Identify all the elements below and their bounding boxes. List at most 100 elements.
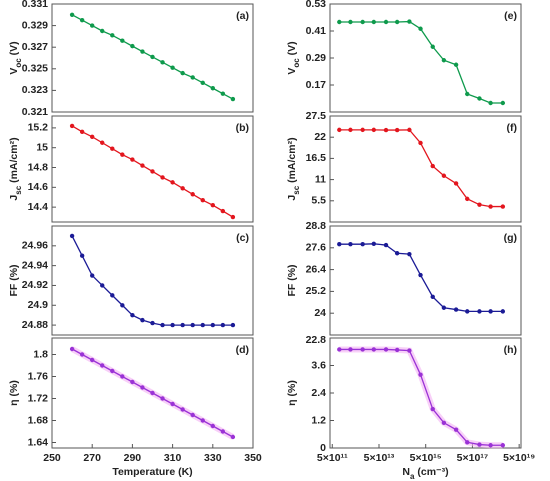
label-part: FF (%) bbox=[286, 264, 298, 296]
marker bbox=[500, 443, 506, 448]
marker bbox=[190, 192, 195, 197]
y-tick-label: 15.2 bbox=[28, 122, 49, 134]
y-tick-label: 24.94 bbox=[22, 259, 48, 271]
marker bbox=[210, 202, 215, 208]
x-axis-label: Temperature (K) bbox=[112, 466, 192, 478]
y-tick-label: 24 bbox=[314, 307, 326, 319]
marker bbox=[190, 322, 195, 328]
marker bbox=[110, 293, 115, 298]
label-part: J bbox=[8, 195, 20, 201]
y-axis-label: FF (%) bbox=[8, 264, 20, 296]
marker bbox=[488, 204, 493, 209]
marker bbox=[120, 38, 125, 43]
marker bbox=[110, 33, 115, 38]
panel-label: (g) bbox=[504, 232, 517, 244]
marker bbox=[220, 91, 226, 96]
marker bbox=[453, 307, 459, 312]
marker bbox=[371, 241, 377, 247]
marker bbox=[150, 54, 155, 60]
marker bbox=[430, 294, 435, 300]
panel-label: (f) bbox=[507, 122, 518, 134]
y-tick-label: 14.6 bbox=[28, 181, 49, 193]
line bbox=[71, 235, 233, 326]
y-tick-label: 24.96 bbox=[22, 240, 48, 252]
label-part: (mA/cm²) bbox=[286, 137, 298, 185]
y-tick-label: 0.41 bbox=[306, 25, 327, 37]
x-tick-label: 5×10¹⁹ bbox=[503, 452, 535, 464]
marker bbox=[430, 406, 435, 412]
marker bbox=[220, 429, 226, 434]
marker bbox=[180, 407, 185, 412]
marker bbox=[220, 322, 226, 328]
y-tick-label: 5.5 bbox=[311, 195, 326, 207]
marker bbox=[160, 60, 165, 65]
y-tick-label: 0.53 bbox=[306, 0, 327, 10]
y-tick-label: 1.76 bbox=[28, 370, 49, 382]
marker bbox=[130, 43, 135, 49]
y-tick-label: 24.92 bbox=[22, 279, 48, 291]
marker bbox=[488, 100, 493, 106]
marker bbox=[79, 352, 85, 357]
marker bbox=[90, 23, 95, 28]
marker bbox=[477, 309, 482, 314]
marker bbox=[430, 44, 435, 49]
y-tick-label: 2.4 bbox=[311, 387, 326, 399]
x-tick-label: 350 bbox=[244, 452, 262, 464]
marker bbox=[394, 251, 400, 256]
label-part: (V) bbox=[8, 41, 20, 58]
y-tick-label: 0.331 bbox=[22, 0, 48, 10]
marker bbox=[160, 322, 165, 328]
marker bbox=[180, 322, 185, 328]
marker bbox=[220, 208, 226, 214]
marker bbox=[441, 173, 447, 178]
y-tick-label: 1.2 bbox=[311, 414, 326, 426]
panel-label: (a) bbox=[236, 10, 249, 22]
y-tick-label: 0.327 bbox=[22, 41, 48, 53]
y-tick-label: 0.29 bbox=[306, 52, 327, 64]
y-tick-label: 0 bbox=[320, 442, 326, 454]
label-part: η (%) bbox=[8, 380, 20, 406]
panel-label: (c) bbox=[236, 232, 249, 244]
label-part: (V) bbox=[286, 41, 298, 58]
marker bbox=[418, 26, 423, 31]
marker bbox=[180, 70, 185, 76]
marker bbox=[79, 253, 85, 258]
y-axis-label: FF (%) bbox=[286, 264, 298, 296]
marker bbox=[130, 379, 135, 385]
marker bbox=[170, 322, 175, 328]
marker bbox=[360, 347, 365, 352]
x-axis-label: Na (cm⁻³) bbox=[402, 466, 448, 481]
y-tick-label: 28.8 bbox=[306, 220, 327, 232]
marker bbox=[465, 91, 470, 97]
line bbox=[339, 348, 503, 446]
marker bbox=[230, 214, 236, 220]
marker bbox=[140, 163, 145, 168]
y-tick-label: 27.5 bbox=[306, 110, 327, 122]
marker bbox=[371, 347, 377, 352]
marker bbox=[180, 186, 185, 191]
y-tick-label: 1.72 bbox=[28, 392, 49, 404]
marker bbox=[200, 80, 205, 86]
plot-frame bbox=[51, 337, 254, 449]
marker bbox=[210, 86, 215, 91]
marker bbox=[360, 241, 365, 247]
marker bbox=[170, 401, 175, 407]
marker bbox=[200, 198, 205, 203]
marker bbox=[140, 317, 145, 323]
y-tick-label: 14.8 bbox=[28, 161, 49, 173]
marker bbox=[230, 434, 236, 440]
marker bbox=[383, 127, 389, 133]
label-part: (mA/cm²) bbox=[8, 137, 20, 185]
y-tick-label: 1.8 bbox=[33, 348, 48, 360]
marker bbox=[120, 374, 125, 379]
marker bbox=[418, 272, 423, 278]
plot-frame bbox=[51, 225, 254, 336]
marker bbox=[407, 19, 412, 24]
marker bbox=[477, 442, 482, 447]
label-subscript: oc bbox=[14, 58, 23, 68]
marker bbox=[170, 180, 175, 185]
label-subscript: oc bbox=[292, 58, 301, 68]
marker bbox=[170, 65, 175, 70]
x-tick-label: 5×10¹⁵ bbox=[410, 452, 442, 464]
y-tick-label: 3.6 bbox=[311, 359, 326, 371]
